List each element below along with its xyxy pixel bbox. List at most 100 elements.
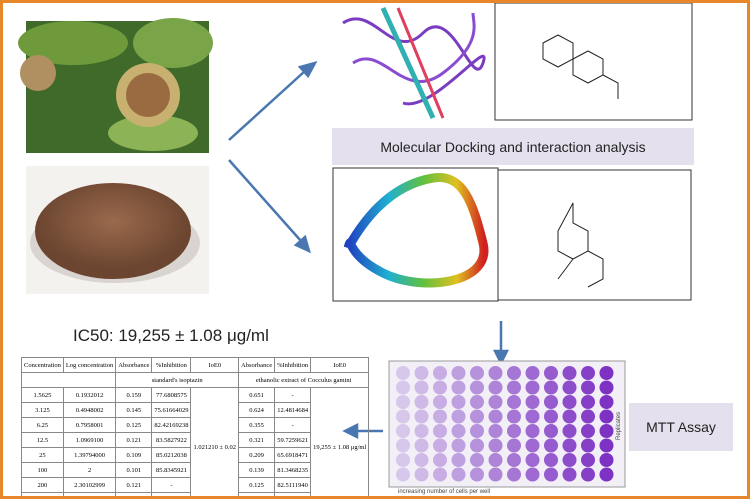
cell: 0.145 (115, 402, 153, 418)
well (451, 366, 466, 380)
well (451, 438, 466, 453)
well (488, 380, 503, 395)
well (581, 424, 595, 438)
interaction-map (494, 3, 693, 121)
well (396, 424, 410, 438)
table-row: 200 2.30102999 0.121- 0.125 82.5111940 (21, 477, 369, 493)
cell: 25 (21, 447, 64, 463)
well (488, 366, 503, 380)
table-row: 25 1.39794000 0.109 85.0212038 0.209 65.69184… (21, 447, 369, 463)
well (581, 409, 595, 424)
cell: 0.7958001 (62, 417, 117, 433)
well (507, 438, 521, 453)
well (507, 409, 521, 424)
cell: - (274, 387, 312, 403)
ligand (557, 202, 604, 288)
header-cell: IoE0 (190, 357, 240, 373)
header-cell: Absorbance (115, 357, 153, 373)
arrow-head (492, 349, 510, 366)
cell: 85.8345921 (151, 462, 192, 478)
well (488, 409, 503, 424)
well (396, 409, 410, 424)
cell: 100 (21, 462, 64, 478)
well (599, 409, 614, 424)
well (581, 366, 595, 380)
cell: 82.5111940 (274, 477, 312, 493)
well (562, 467, 577, 482)
well (525, 467, 540, 482)
arrow-head (293, 234, 311, 254)
well (507, 453, 521, 467)
well (562, 409, 577, 424)
header-cell: Concentration (21, 357, 64, 373)
cell: 0.733 (238, 492, 276, 496)
cell: 3.125 (21, 402, 64, 418)
well (451, 409, 466, 424)
protein-dna (342, 6, 486, 120)
well (562, 395, 577, 409)
arrow (228, 70, 306, 141)
well (470, 409, 484, 424)
well (488, 467, 503, 482)
cell: 0.321 (238, 432, 276, 448)
cell (20, 372, 117, 388)
cell (274, 492, 312, 496)
header-cell: Absorbance (238, 357, 276, 373)
table-wrap: Concentration Log concentration Absorbance… (20, 357, 370, 496)
cell (62, 492, 117, 496)
cell: 75.61664029 (151, 402, 192, 418)
leaf (108, 115, 198, 151)
cell: 0.651 (238, 387, 276, 403)
cell: 1.0969100 (62, 432, 117, 448)
table-row: 100 2 0.101 85.8345921 0.139 81.3468235 (21, 462, 369, 478)
well (433, 380, 447, 395)
cell: 200 (21, 477, 64, 493)
cell (151, 492, 192, 496)
well (525, 380, 540, 395)
well (599, 366, 614, 380)
well (470, 467, 484, 482)
ic50-table: Concentration Log concentration Absorbance… (20, 357, 370, 496)
well (470, 438, 484, 453)
ligand (542, 34, 619, 99)
cell: 0.109 (115, 447, 153, 463)
well (470, 395, 484, 409)
well (581, 438, 595, 453)
cell: 2.30102999 (62, 477, 117, 493)
well (544, 395, 558, 409)
well (488, 395, 503, 409)
cell: 0.713 (115, 492, 153, 496)
well (599, 453, 614, 467)
flower-head (20, 55, 56, 91)
cell: 0.4948002 (62, 402, 117, 418)
well (488, 438, 503, 453)
well (507, 380, 521, 395)
cell: Control (21, 492, 64, 496)
well (544, 467, 558, 482)
well (396, 467, 410, 482)
interaction-map (492, 169, 692, 301)
well (396, 453, 410, 467)
table-row: 1.5625 0.1932012 0.159 77.6808575 1.021210 ±… (21, 387, 370, 496)
ic-cell: 1.021210 ± 0.02 (190, 387, 240, 496)
leaf (133, 18, 213, 68)
table-row: 3.125 0.4948002 0.145 75.61664029 0.624 12.48… (21, 402, 369, 418)
ic-cell: 19,255 ± 1.08 μg/ml (310, 387, 370, 496)
cell: - (151, 477, 192, 493)
well (414, 467, 429, 482)
table-row: Control 0.713 0.733 (21, 492, 369, 496)
well (507, 424, 521, 438)
header-cell: Log concentration (62, 357, 117, 373)
cell: 6.25 (21, 417, 64, 433)
well (544, 366, 558, 380)
well (470, 424, 484, 438)
plate-side-label: Replicates (616, 411, 623, 441)
well (451, 380, 466, 395)
cell: 59.7259621 (274, 432, 312, 448)
cell: 12.5 (21, 432, 64, 448)
well (414, 395, 429, 409)
ic50-text: IC50: 19,255 ± 1.08 μg/ml (73, 326, 269, 345)
cell: 65.6918471 (274, 447, 312, 463)
cell: 82.42169238 (151, 417, 192, 433)
